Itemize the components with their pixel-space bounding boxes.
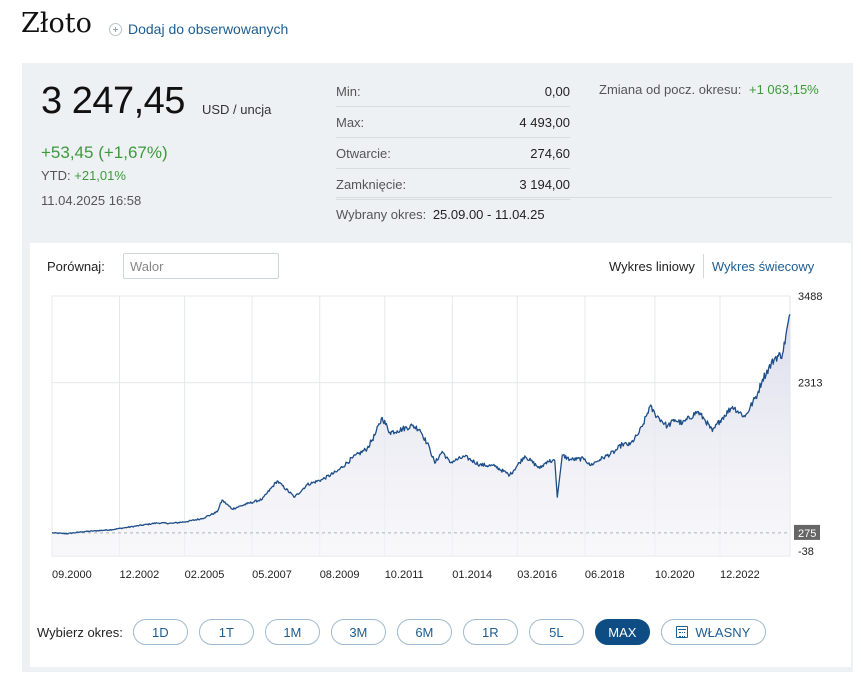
add-to-watchlist-button[interactable]: Dodaj do obserwowanych bbox=[109, 21, 288, 37]
price-line bbox=[51, 314, 791, 535]
x-tick-label: 10.2020 bbox=[655, 569, 695, 581]
compare-input[interactable] bbox=[123, 253, 279, 279]
ytd-change: YTD: +21,01% bbox=[41, 168, 126, 183]
period-1t-button[interactable]: 1T bbox=[198, 619, 254, 645]
period-1m-button[interactable]: 1M bbox=[264, 619, 320, 645]
y-tick-label: 3488 bbox=[798, 291, 822, 303]
selected-period-label: Wybrany okres: bbox=[336, 207, 427, 222]
x-tick-label: 02.2005 bbox=[185, 569, 225, 581]
period-button-label: 3M bbox=[349, 624, 368, 640]
x-tick-label: 12.2022 bbox=[720, 569, 760, 581]
y-min-label: -38 bbox=[798, 546, 814, 558]
stat-label: Max: bbox=[336, 114, 365, 130]
period-1d-button[interactable]: 1D bbox=[132, 619, 188, 645]
stat-value: 274,60 bbox=[530, 145, 570, 161]
ytd-label: YTD: bbox=[41, 168, 71, 183]
current-price: 3 247,45 bbox=[41, 80, 185, 122]
change-since-value: +1 063,15% bbox=[748, 82, 819, 97]
price-area bbox=[52, 314, 790, 556]
period-button-label: 5L bbox=[549, 624, 564, 640]
compare-label: Porównaj: bbox=[47, 259, 105, 274]
stat-label: Min: bbox=[336, 83, 361, 99]
change-since-start: Zmiana od pocz. okresu: +1 063,15% bbox=[599, 82, 819, 97]
period-6m-button[interactable]: 6M bbox=[396, 619, 452, 645]
period-button-label: MAX bbox=[608, 624, 637, 640]
baseline-label: 275 bbox=[798, 528, 816, 540]
line-chart-option[interactable]: Wykres liniowy bbox=[609, 258, 695, 274]
calendar-icon bbox=[676, 626, 689, 638]
add-to-watchlist-label: Dodaj do obserwowanych bbox=[128, 21, 289, 37]
stats-table: Min: 0,00 Max: 4 493,00 Otwarcie: 274,60… bbox=[336, 76, 570, 200]
ytd-value: +21,01% bbox=[74, 168, 126, 183]
y-axis-labels: 3488 2313 275 -38 bbox=[794, 291, 822, 558]
stat-row-open: Otwarcie: 274,60 bbox=[336, 138, 570, 169]
toggle-divider bbox=[702, 254, 704, 278]
stat-value: 3 194,00 bbox=[519, 176, 570, 192]
stat-row-close: Zamknięcie: 3 194,00 bbox=[336, 169, 570, 200]
stat-label: Zamknięcie: bbox=[336, 176, 407, 192]
period-button-label: 1M bbox=[283, 624, 302, 640]
period-button-label: 6M bbox=[415, 624, 434, 640]
x-tick-label: 03.2016 bbox=[517, 569, 557, 581]
price-change: +53,45 (+1,67%) bbox=[41, 143, 168, 162]
period-5l-button[interactable]: 5L bbox=[528, 619, 584, 645]
x-axis-labels: 09.2000 12.2002 02.2005 05.2007 08.2009 10.20… bbox=[52, 569, 760, 581]
period-button-label: WŁASNY bbox=[695, 624, 751, 640]
page-title: Złoto bbox=[21, 8, 92, 39]
x-tick-label: 06.2018 bbox=[585, 569, 625, 581]
period-button-label: 1R bbox=[482, 624, 499, 640]
period-selector: Wybierz okres: 1D 1T 1M 3M 6M 1R 5L MAX … bbox=[37, 619, 777, 645]
baseline-badge bbox=[794, 524, 820, 540]
stat-value: 0,00 bbox=[544, 83, 570, 99]
x-tick-label: 08.2009 bbox=[320, 569, 360, 581]
x-tick-label: 05.2007 bbox=[252, 569, 292, 581]
period-selector-label: Wybierz okres: bbox=[37, 624, 123, 640]
plus-circle-icon bbox=[109, 22, 122, 36]
change-since-label: Zmiana od pocz. okresu: bbox=[599, 82, 742, 97]
quote-timestamp: 11.04.2025 16:58 bbox=[41, 193, 142, 208]
y-tick-label: 2313 bbox=[798, 378, 822, 390]
candle-chart-option[interactable]: Wykres świecowy bbox=[711, 258, 815, 274]
period-3m-button[interactable]: 3M bbox=[330, 619, 386, 645]
stat-row-max: Max: 4 493,00 bbox=[336, 107, 570, 138]
x-tick-label: 09.2000 bbox=[52, 569, 92, 581]
price-unit: USD / uncja bbox=[202, 102, 272, 117]
x-tick-label: 01.2014 bbox=[452, 569, 492, 581]
period-button-label: 1T bbox=[218, 624, 234, 640]
stat-row-min: Min: 0,00 bbox=[336, 76, 570, 107]
period-max-button[interactable]: MAX bbox=[594, 619, 650, 645]
selected-period: Wybrany okres: 25.09.00 - 11.04.25 bbox=[336, 197, 832, 222]
period-button-label: 1D bbox=[152, 624, 169, 640]
x-tick-label: 10.2011 bbox=[385, 569, 424, 581]
period-custom-button[interactable]: WŁASNY bbox=[660, 619, 766, 645]
chart-type-toggle: Wykres liniowy Wykres świecowy bbox=[609, 253, 814, 279]
x-tick-label: 12.2002 bbox=[120, 569, 160, 581]
selected-period-value: 25.09.00 - 11.04.25 bbox=[432, 207, 545, 222]
stat-value: 4 493,00 bbox=[519, 114, 570, 130]
stat-label: Otwarcie: bbox=[336, 145, 391, 161]
period-1r-button[interactable]: 1R bbox=[462, 619, 518, 645]
